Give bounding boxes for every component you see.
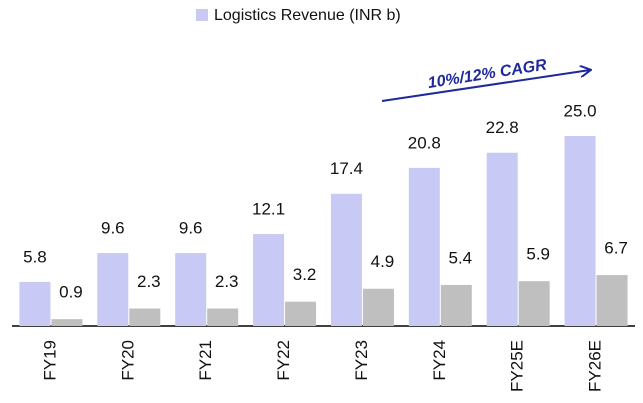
bar <box>440 284 472 326</box>
bar <box>285 301 317 326</box>
value-label: 0.9 <box>59 283 83 302</box>
value-label: 5.9 <box>526 245 550 264</box>
value-label: 3.2 <box>293 265 317 284</box>
bar <box>596 275 628 326</box>
value-label: 5.8 <box>23 247 47 266</box>
x-tick-label: FY20 <box>118 340 137 381</box>
bar <box>253 234 285 326</box>
legend-swatch <box>196 9 208 21</box>
value-label: 20.8 <box>408 133 441 152</box>
bar <box>129 308 161 326</box>
value-label: 9.6 <box>101 219 125 238</box>
cagr-arrow <box>381 70 590 102</box>
cagr-annotation: 10%/12% CAGR <box>427 56 549 92</box>
x-tick-label: FY21 <box>196 340 215 381</box>
value-label: 2.3 <box>137 272 161 291</box>
value-label: 17.4 <box>330 159 363 178</box>
bar <box>207 308 239 326</box>
x-tick-label: FY26E <box>586 340 605 392</box>
bar <box>19 281 51 326</box>
bar <box>51 319 83 326</box>
bar <box>362 288 394 326</box>
x-tick-label: FY24 <box>430 340 449 381</box>
legend-label: Logistics Revenue (INR b) <box>214 7 401 24</box>
value-label: 22.8 <box>486 118 519 137</box>
value-label: 6.7 <box>604 239 628 258</box>
x-tick-label: FY25E <box>508 340 527 392</box>
bar <box>330 193 362 326</box>
bar <box>518 281 550 326</box>
value-label: 9.6 <box>179 219 203 238</box>
x-tick-label: FY19 <box>40 340 59 381</box>
value-label: 12.1 <box>252 200 285 219</box>
bar <box>408 167 440 326</box>
bar <box>564 136 596 326</box>
value-label: 2.3 <box>215 272 239 291</box>
bar <box>175 253 207 326</box>
bar <box>97 253 129 326</box>
bar <box>486 152 518 326</box>
value-label: 4.9 <box>371 252 395 271</box>
value-label: 25.0 <box>564 101 597 120</box>
value-label: 5.4 <box>448 248 472 267</box>
x-tick-label: FY23 <box>352 340 371 381</box>
x-tick-label: FY22 <box>274 340 293 381</box>
